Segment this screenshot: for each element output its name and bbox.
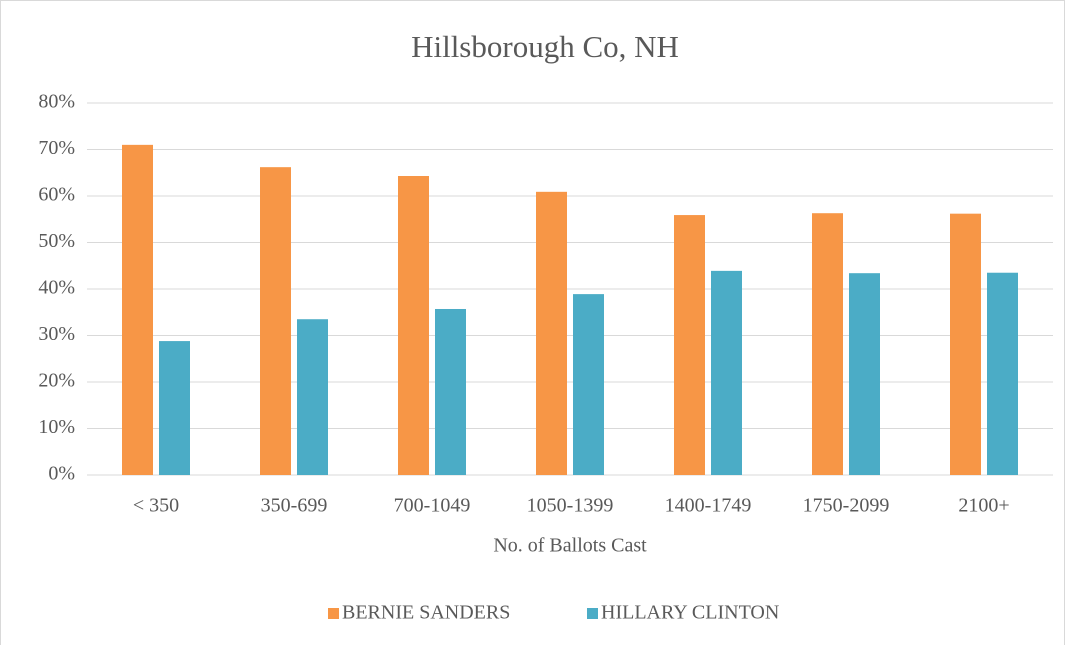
y-tick-label: 0% — [48, 463, 75, 485]
bar — [260, 167, 291, 476]
bar — [573, 294, 604, 475]
x-tick-label: < 350 — [133, 495, 179, 517]
bar — [435, 308, 466, 475]
legend-swatch — [587, 608, 598, 619]
x-tick-label: 1750-2099 — [803, 495, 890, 517]
legend-label: HILLARY CLINTON — [601, 602, 779, 624]
y-tick-label: 30% — [38, 323, 75, 345]
bar — [536, 191, 567, 475]
bar — [297, 319, 328, 475]
y-tick-label: 70% — [38, 137, 75, 159]
x-axis-title: No. of Ballots Cast — [493, 535, 647, 557]
x-tick-label: 1400-1749 — [665, 495, 752, 517]
x-tick-label: 2100+ — [958, 495, 1009, 517]
y-tick-label: 80% — [38, 91, 75, 113]
chart-title: Hillsborough Co, NH — [411, 29, 679, 64]
bar — [159, 341, 190, 475]
y-tick-label: 40% — [38, 277, 75, 299]
legend-swatch — [328, 608, 339, 619]
x-tick-label: 1050-1399 — [527, 495, 614, 517]
bar — [812, 213, 843, 475]
y-tick-label: 20% — [38, 370, 75, 392]
x-tick-label: 700-1049 — [394, 495, 471, 517]
y-tick-label: 60% — [38, 184, 75, 206]
y-tick-label: 50% — [38, 230, 75, 252]
bar — [398, 176, 429, 475]
y-tick-label: 10% — [38, 416, 75, 438]
bar — [849, 273, 880, 475]
bar — [711, 270, 742, 475]
x-tick-label: 350-699 — [261, 495, 328, 517]
bar — [122, 144, 153, 475]
legend-label: BERNIE SANDERS — [342, 602, 510, 624]
bar — [674, 215, 705, 475]
bar — [987, 272, 1018, 475]
bar — [950, 213, 981, 476]
